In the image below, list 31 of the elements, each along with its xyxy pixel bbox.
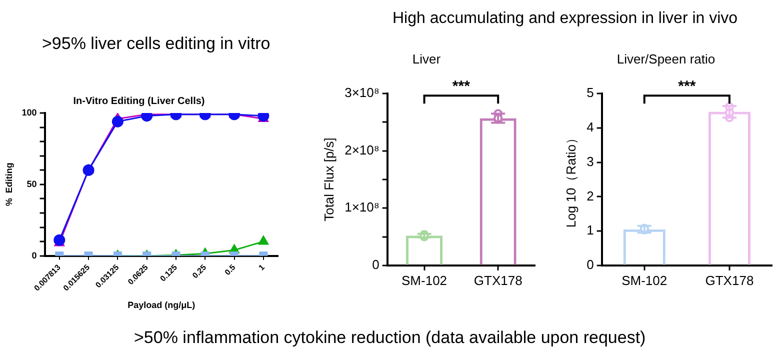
y-axis-title: Log 10（Ratio） [563,131,578,228]
y-tick-label: 3 [586,154,594,169]
text: >95% liver cells editing in vitro [42,34,270,54]
annotation: *** [678,78,696,96]
y-axis-title: % Editing [4,162,14,206]
text: High accumulating and expression in liver in vivo [392,10,738,28]
y-tick-label: 1 [586,222,594,238]
y-tick-label: 0 [32,250,37,260]
y-tick-label: 4 [586,120,594,135]
annotation: *** [452,78,470,96]
chart-title: Liver/Speen ratio [616,51,716,66]
text: >50% inflammation cytokine reduction (data available upon request) [134,328,646,348]
y-tick-label: 0 [586,256,594,272]
y-tick-label: 0 [372,256,380,272]
y-tick-label: 2×10⁸ [344,142,380,158]
y-tick-label: 3×10⁸ [344,85,380,100]
y-tick-label: 5 [586,85,594,100]
chart-title: In-Vitro Editing (Liver Cells) [73,96,205,107]
x-tick-label: SM-102 [402,272,448,288]
chart-title: Liver [412,51,442,66]
y-tick-label: 50 [26,178,37,189]
y-tick-label: 100 [22,107,37,118]
y-axis-title: Total Flux [p/s] [321,138,336,222]
x-tick-label: SM-102 [622,272,668,288]
y-tick-label: 2 [586,188,594,204]
x-tick-label: 0.5 [223,262,238,278]
x-tick-label: GTX178 [474,272,522,288]
x-tick-label: GTX178 [705,272,754,288]
y-tick-label: 1×10⁸ [344,200,380,215]
x-axis-title: Payload (ng/μL) [128,300,196,310]
x-tick-label: 1 [256,262,267,272]
